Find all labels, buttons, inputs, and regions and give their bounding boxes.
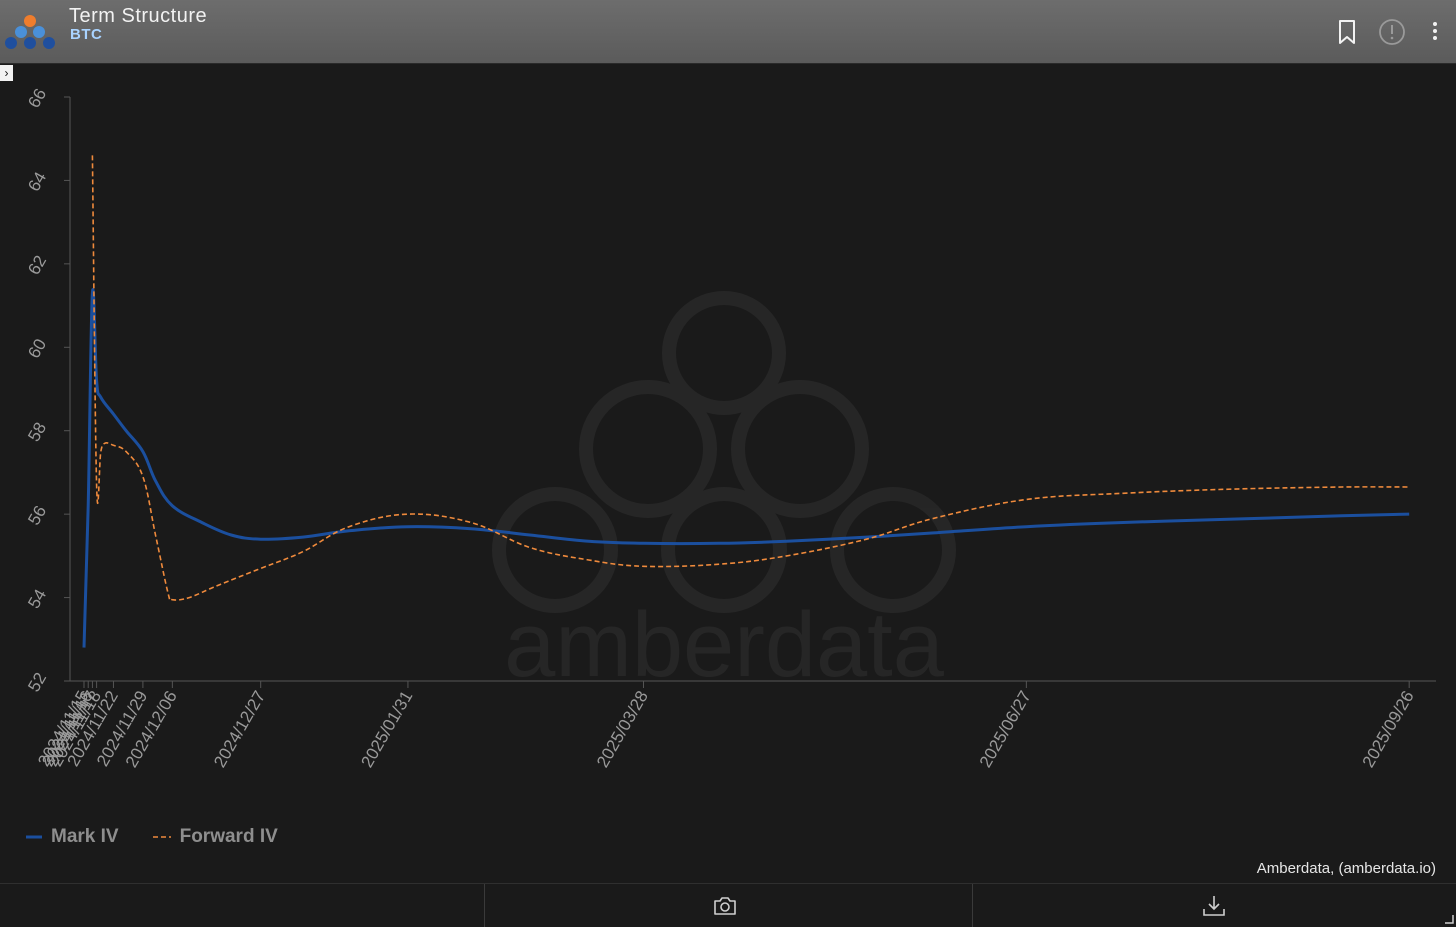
chart-legend: Mark IV Forward IV — [26, 825, 278, 849]
x-tick-label: 2024/12/27 — [210, 688, 269, 771]
sidebar-toggle-button[interactable]: › — [0, 65, 13, 81]
y-tick-label: 60 — [24, 336, 50, 362]
y-tick-label: 58 — [24, 419, 50, 445]
footer-cell-left — [0, 884, 484, 927]
chart-footer-toolbar — [0, 883, 1456, 927]
data-credit: Amberdata, (amberdata.io) — [1256, 860, 1436, 877]
series-line-forward-iv[interactable] — [91, 155, 1410, 602]
x-tick-label: 2025/01/31 — [357, 688, 416, 771]
mark-iv-swatch — [26, 835, 42, 839]
footer-cell-camera[interactable] — [484, 884, 973, 927]
y-tick-label: 66 — [24, 85, 50, 111]
download-icon[interactable] — [1201, 894, 1227, 918]
y-axis-ticks: 52 54 56 58 60 62 64 66 — [24, 85, 70, 695]
chart-axes — [69, 97, 1436, 682]
series-line-mark-iv[interactable] — [82, 288, 1410, 648]
chart-series — [82, 155, 1410, 648]
amberdata-logo — [5, 15, 55, 49]
x-tick-label: 2025/09/26 — [1359, 688, 1418, 771]
y-tick-label: 54 — [24, 586, 50, 612]
y-tick-label: 52 — [24, 669, 50, 695]
watermark-text: amberdata — [504, 594, 945, 696]
legend-item-mark-iv[interactable]: Mark IV — [26, 825, 119, 849]
y-tick-label: 62 — [24, 252, 50, 278]
legend-label-forward-iv: Forward IV — [179, 826, 278, 847]
x-tick-label: 2025/03/28 — [593, 688, 652, 771]
forward-iv-swatch — [152, 836, 171, 838]
y-tick-label: 64 — [24, 169, 50, 195]
resize-handle-icon[interactable] — [1444, 914, 1454, 924]
amberdata-watermark: amberdata — [492, 291, 956, 696]
more-vertical-icon[interactable] — [1422, 18, 1448, 46]
y-tick-label: 56 — [24, 502, 50, 528]
legend-item-forward-iv[interactable]: Forward IV — [152, 825, 278, 849]
footer-cell-download[interactable] — [972, 884, 1456, 927]
x-tick-label: 2025/06/27 — [976, 688, 1035, 771]
alert-circle-icon[interactable] — [1378, 18, 1406, 46]
camera-icon[interactable] — [712, 894, 738, 918]
term-structure-chart: amberdata 2024/11/152024/11/162024/11/17… — [24, 85, 1436, 771]
page-title: Term Structure — [69, 5, 208, 27]
bookmark-icon[interactable] — [1334, 18, 1360, 46]
app-header: Term Structure BTC — [0, 0, 1456, 64]
legend-label-mark-iv: Mark IV — [51, 826, 119, 847]
asset-subtitle: BTC — [70, 26, 103, 43]
